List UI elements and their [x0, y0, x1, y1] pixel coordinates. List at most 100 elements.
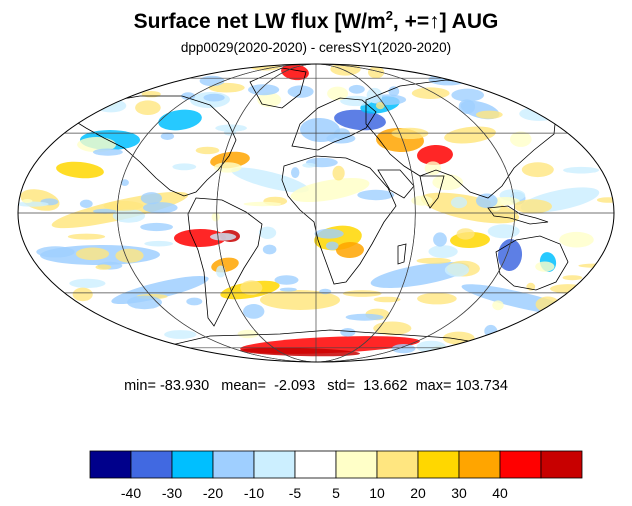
- flux-patch: [72, 287, 93, 302]
- flux-patch: [164, 330, 197, 339]
- flux-patch: [391, 344, 416, 354]
- flux-patch: [144, 240, 174, 247]
- flux-patch: [243, 304, 265, 319]
- colorbar-label: -10: [244, 485, 264, 501]
- flux-patch: [475, 110, 503, 119]
- flux-patch: [240, 280, 263, 296]
- flux-patch: [281, 64, 309, 81]
- flux-patch: [340, 95, 372, 107]
- north-america-outline: [69, 95, 237, 197]
- antarctica-outline: [149, 329, 501, 362]
- flux-patch: [279, 287, 297, 292]
- colorbar-label: -5: [289, 485, 302, 501]
- flux-patch: [195, 146, 220, 155]
- flux-patch: [370, 262, 470, 288]
- flux-patch: [240, 347, 360, 357]
- flux-patch: [325, 241, 339, 251]
- colorbar-label: 20: [410, 485, 426, 501]
- flux-patch: [450, 196, 468, 209]
- flux-patch: [428, 245, 458, 258]
- flux-patch: [417, 144, 453, 166]
- flux-patch: [216, 265, 226, 278]
- flux-patch: [291, 167, 300, 179]
- flux-patch: [388, 86, 400, 97]
- flux-patch: [314, 228, 344, 239]
- flux-patch: [451, 88, 485, 102]
- australia-outline: [495, 235, 569, 291]
- flux-patch: [160, 132, 175, 140]
- colorbar-label: 30: [451, 485, 467, 501]
- flux-patch: [411, 87, 450, 99]
- colorbar-box: [171, 450, 214, 479]
- greenland-outline: [249, 67, 307, 109]
- flux-patch: [93, 148, 123, 156]
- flux-patch: [93, 208, 117, 214]
- flux-patch: [433, 232, 447, 247]
- flux-patch: [18, 201, 49, 207]
- flux-patch: [140, 192, 162, 205]
- arabia-outline: [377, 169, 415, 199]
- flux-patch: [186, 297, 203, 306]
- flux-patch: [258, 226, 277, 239]
- flux-patch: [327, 86, 349, 101]
- flux-patch: [373, 296, 401, 303]
- flux-patch: [340, 328, 356, 337]
- flux-patch: [158, 109, 202, 131]
- flux-patch: [120, 179, 129, 187]
- up-arrow-icon: ↑: [429, 10, 440, 33]
- flux-patch: [140, 222, 174, 232]
- flux-patch: [112, 209, 146, 223]
- flux-patch: [368, 66, 385, 79]
- flux-patch: [174, 228, 226, 248]
- flux-patch: [444, 126, 496, 144]
- flux-patch: [521, 162, 554, 178]
- flux-patch: [345, 313, 384, 321]
- flux-patch: [22, 199, 33, 203]
- flux-patch: [56, 161, 104, 179]
- colorbar-box: [130, 450, 173, 479]
- flux-patch: [373, 321, 412, 336]
- flux-patch: [456, 228, 475, 240]
- colorbar-box: [376, 450, 419, 479]
- flux-patch: [342, 290, 382, 297]
- colorbar-box: [294, 450, 337, 479]
- flux-patch: [69, 278, 106, 288]
- flux-patch: [330, 64, 361, 76]
- flux-patch: [416, 257, 452, 264]
- flux-patch: [487, 224, 520, 239]
- flux-patch: [326, 133, 356, 144]
- indonesia-outline: [487, 205, 549, 225]
- colorbar-box: [212, 450, 255, 479]
- flux-patch: [432, 174, 464, 191]
- flux-patch: [348, 84, 365, 94]
- mean-value: -2.093: [274, 378, 316, 394]
- flux-patch: [559, 231, 594, 248]
- flux-patch: [535, 261, 555, 272]
- std-value: 13.662: [363, 378, 408, 394]
- flux-patch: [563, 166, 600, 174]
- flux-patch: [424, 161, 442, 176]
- flux-patch: [260, 289, 340, 311]
- statistics-line: min= -83.930 mean= -2.093 std= 13.662 ma…: [124, 378, 508, 394]
- flux-patch: [302, 162, 316, 168]
- flux-patch: [332, 165, 345, 181]
- flux-patch: [334, 109, 386, 131]
- flux-patch: [115, 248, 144, 263]
- plot-title: Surface net LW flux [W/m2, +=↑] AUG: [133, 8, 499, 33]
- flux-patch: [596, 197, 614, 203]
- colorbar-box: [540, 450, 583, 479]
- flux-patch: [274, 275, 299, 285]
- graticule: [18, 64, 614, 362]
- colorbar-box: [89, 450, 132, 479]
- plot-subtitle: dpp0029(2020-2020) - ceresSY1(2020-2020): [180, 40, 452, 55]
- flux-patch: [231, 167, 309, 193]
- flux-patch: [366, 87, 383, 104]
- flux-patch: [257, 92, 282, 108]
- flux-patch: [510, 131, 532, 147]
- flux-patch: [514, 199, 552, 214]
- flux-patch: [95, 264, 112, 270]
- flux-patch: [143, 202, 178, 214]
- flux-patch: [492, 300, 504, 311]
